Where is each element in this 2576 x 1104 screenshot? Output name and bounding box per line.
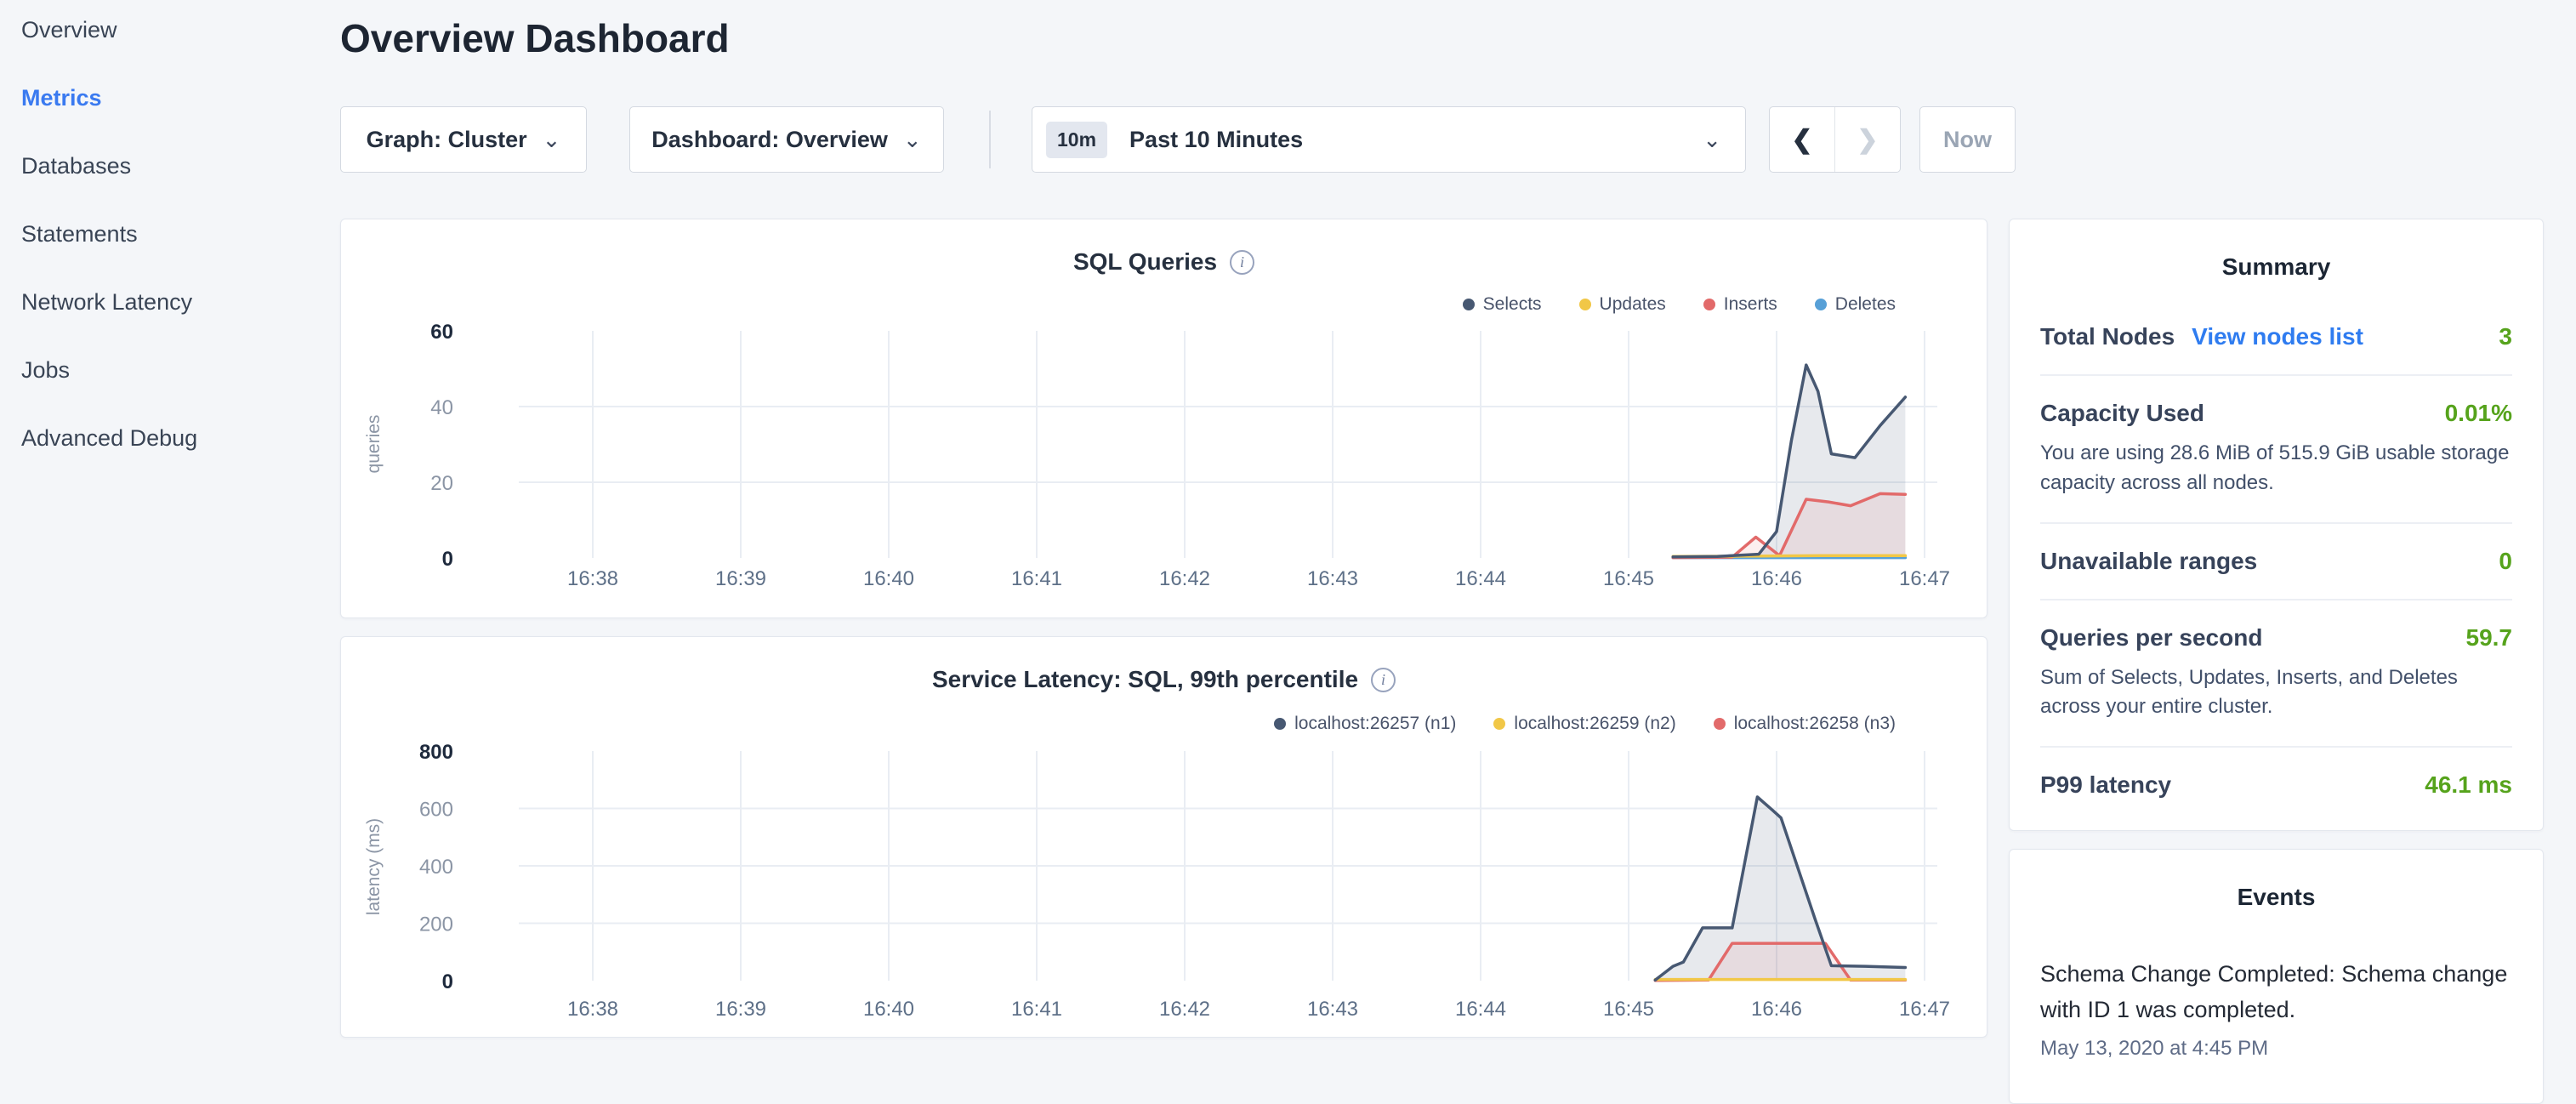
svg-text:16:47: 16:47 (1899, 998, 1950, 1021)
event-text: Schema Change Completed: Schema change w… (2040, 957, 2512, 1028)
svg-text:40: 40 (430, 396, 453, 419)
svg-text:60: 60 (430, 321, 453, 344)
service-latency-chart[interactable]: 0 200 400 600 800 16:38 16:39 16:40 16:41 16:42 16… (341, 637, 1988, 1039)
svg-text:16:44: 16:44 (1455, 998, 1506, 1021)
svg-text:16:39: 16:39 (715, 998, 766, 1021)
sidebar-item-advanced-debug[interactable]: Advanced Debug (21, 425, 197, 452)
chevron-right-icon: ❯ (1857, 125, 1878, 155)
chevron-down-icon: ⌄ (903, 135, 922, 144)
summary-row-value: 59.7 (2466, 624, 2513, 652)
summary-title: Summary (2040, 253, 2512, 281)
svg-text:16:41: 16:41 (1011, 998, 1062, 1021)
summary-row-value: 46.1 ms (2425, 771, 2512, 799)
summary-row-subtext: Sum of Selects, Updates, Inserts, and De… (2040, 663, 2512, 723)
svg-text:queries: queries (364, 415, 384, 474)
time-range-selector[interactable]: 10m Past 10 Minutes ⌄ (1032, 106, 1746, 173)
db-console-app: Overview Metrics Databases Statements Networ… (0, 0, 2576, 1051)
time-range-badge: 10m (1046, 122, 1107, 158)
graph-scope-dropdown[interactable]: Graph: Cluster ⌄ (340, 106, 587, 173)
svg-text:16:46: 16:46 (1751, 567, 1802, 590)
svg-text:16:40: 16:40 (863, 567, 914, 590)
svg-text:16:38: 16:38 (567, 998, 618, 1021)
summary-row: P99 latency 46.1 ms (2040, 748, 2512, 822)
summary-row-label: Capacity Used (2040, 400, 2204, 427)
svg-text:latency (ms): latency (ms) (364, 818, 384, 915)
time-range-label: Past 10 Minutes (1129, 127, 1303, 153)
svg-text:16:43: 16:43 (1307, 567, 1358, 590)
summary-row: Queries per second 59.7 Sum of Selects, Up… (2040, 600, 2512, 748)
chevron-down-icon: ⌄ (543, 135, 561, 144)
events-title: Events (2040, 884, 2512, 911)
sidebar-item-metrics[interactable]: Metrics (21, 85, 102, 111)
svg-text:0: 0 (442, 970, 453, 993)
svg-text:20: 20 (430, 472, 453, 495)
summary-row-value: 3 (2499, 323, 2512, 350)
svg-text:200: 200 (419, 913, 453, 936)
sql-queries-card: SQL Queries i SelectsUpdatesInsertsDelet… (340, 219, 1987, 618)
events-panel: Events Schema Change Completed: Schema c… (2009, 849, 2544, 1104)
now-button[interactable]: Now (1919, 106, 2016, 173)
sidebar-item-databases[interactable]: Databases (21, 153, 131, 179)
svg-text:16:46: 16:46 (1751, 998, 1802, 1021)
svg-text:16:47: 16:47 (1899, 567, 1950, 590)
sidebar-item-statements[interactable]: Statements (21, 221, 138, 248)
dashboard-label: Dashboard: Overview (651, 127, 888, 153)
svg-text:600: 600 (419, 799, 453, 822)
svg-text:0: 0 (442, 548, 453, 571)
sidebar-item-overview[interactable]: Overview (21, 17, 117, 43)
sidebar-item-jobs[interactable]: Jobs (21, 357, 70, 384)
graph-scope-label: Graph: Cluster (367, 127, 527, 153)
summary-row: Capacity Used 0.01% You are using 28.6 MiB… (2040, 376, 2512, 524)
dashboard-dropdown[interactable]: Dashboard: Overview ⌄ (629, 106, 944, 173)
summary-row-label: Unavailable ranges (2040, 548, 2257, 575)
sidebar-nav: Overview Metrics Databases Statements Networ… (0, 0, 332, 1051)
page-title: Overview Dashboard (340, 15, 730, 61)
summary-row-label: P99 latency (2040, 771, 2171, 799)
svg-text:16:40: 16:40 (863, 998, 914, 1021)
next-interval-button[interactable]: ❯ (1835, 107, 1900, 172)
view-nodes-list-link[interactable]: View nodes list (2192, 323, 2363, 350)
summary-row-subtext: You are using 28.6 MiB of 515.9 GiB usab… (2040, 439, 2512, 498)
service-latency-card: Service Latency: SQL, 99th percentile i … (340, 636, 1987, 1038)
summary-panel: Summary Total Nodes View nodes list 3 Capac… (2009, 219, 2544, 831)
svg-text:16:38: 16:38 (567, 567, 618, 590)
events-list: Schema Change Completed: Schema change w… (2040, 957, 2512, 1061)
time-step-buttons: ❮ ❯ (1769, 106, 1901, 173)
svg-text:16:44: 16:44 (1455, 567, 1506, 590)
sidebar-item-network-latency[interactable]: Network Latency (21, 289, 192, 316)
summary-row-value: 0 (2499, 548, 2512, 575)
prev-interval-button[interactable]: ❮ (1770, 107, 1835, 172)
summary-row: Total Nodes View nodes list 3 (2040, 299, 2512, 376)
svg-text:16:45: 16:45 (1603, 567, 1654, 590)
svg-text:16:42: 16:42 (1159, 998, 1210, 1021)
svg-text:16:39: 16:39 (715, 567, 766, 590)
svg-text:16:42: 16:42 (1159, 567, 1210, 590)
chevron-left-icon: ❮ (1791, 125, 1812, 155)
chevron-down-icon: ⌄ (1703, 135, 1721, 144)
svg-text:16:43: 16:43 (1307, 998, 1358, 1021)
event-timestamp: May 13, 2020 at 4:45 PM (2040, 1037, 2512, 1061)
sql-queries-chart[interactable]: 0 20 40 60 16:38 16:39 16:40 16:41 16:42 16:43 16:… (341, 219, 1988, 619)
svg-text:400: 400 (419, 856, 453, 879)
summary-row-label: Queries per second (2040, 624, 2262, 652)
svg-text:16:41: 16:41 (1011, 567, 1062, 590)
svg-text:800: 800 (419, 741, 453, 764)
event-item[interactable]: Schema Change Completed: Schema change w… (2040, 957, 2512, 1061)
controls-divider (989, 111, 991, 168)
summary-row: Unavailable ranges 0 (2040, 524, 2512, 600)
summary-row-label: Total Nodes (2040, 323, 2175, 350)
svg-text:16:45: 16:45 (1603, 998, 1654, 1021)
summary-rows: Total Nodes View nodes list 3 Capacity Used… (2040, 299, 2512, 822)
summary-row-value: 0.01% (2445, 400, 2512, 427)
